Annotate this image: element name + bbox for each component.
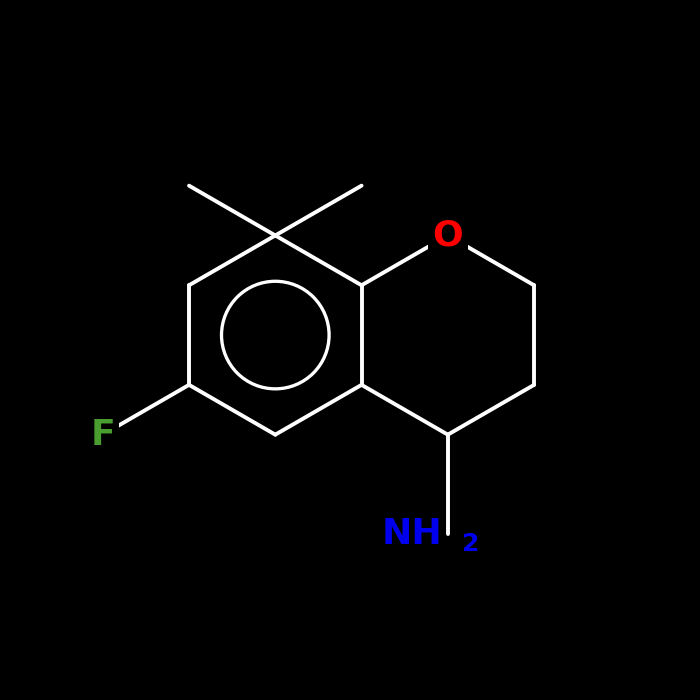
Text: F: F bbox=[90, 418, 116, 452]
Text: NH: NH bbox=[382, 517, 443, 552]
Text: 2: 2 bbox=[462, 532, 479, 556]
Text: O: O bbox=[433, 218, 463, 253]
